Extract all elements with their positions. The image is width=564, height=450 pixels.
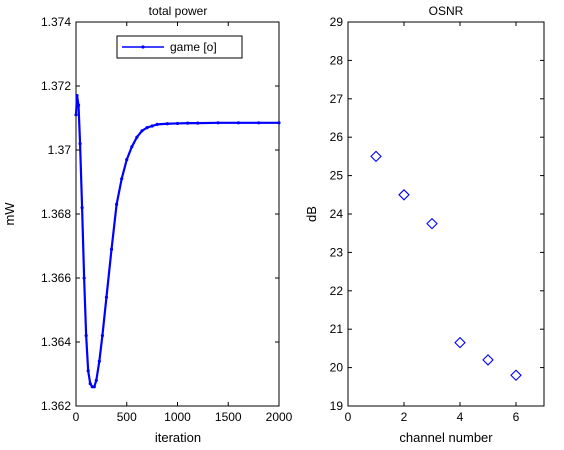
- total-power-data-point: [130, 145, 134, 149]
- osnr-y-tick-label: 25: [330, 169, 344, 183]
- osnr-data-point: [370, 150, 382, 163]
- osnr-x-ticks: 0 2 4 6: [345, 22, 520, 424]
- total-power-data-point: [120, 177, 124, 181]
- total-power-data-point: [186, 121, 190, 125]
- total-power-series: [74, 94, 281, 389]
- osnr-y-tick-label: 20: [330, 361, 344, 375]
- total-power-x-tick-label: 1000: [164, 410, 191, 424]
- osnr-data-point: [426, 217, 438, 230]
- osnr-y-tick-label: 22: [330, 284, 344, 298]
- total-power-y-tick-label: 1.372: [41, 79, 71, 93]
- total-power-data-point: [86, 369, 90, 373]
- total-power-data-point: [88, 382, 92, 386]
- total-power-legend: game [o]: [116, 35, 243, 59]
- total-power-x-tick-label: 2000: [266, 410, 293, 424]
- total-power-y-tick-label: 1.374: [41, 15, 71, 29]
- total-power-y-tick-label: 1.364: [41, 335, 71, 349]
- total-power-data-point: [94, 378, 98, 382]
- total-power-y-ticks: 1.362 1.364 1.366 1.368 1.37 1.372 1.374: [41, 15, 279, 413]
- total-power-data-point: [140, 129, 144, 133]
- osnr-y-tick-label: 28: [330, 53, 344, 67]
- total-power-x-tick-label: 0: [73, 410, 80, 424]
- osnr-data-point: [454, 336, 466, 349]
- legend-box: [116, 35, 243, 59]
- total-power-data-point: [82, 276, 86, 280]
- total-power-data-point: [135, 135, 139, 139]
- total-power-x-tick-label: 500: [117, 410, 137, 424]
- osnr-x-tick-label: 6: [513, 410, 520, 424]
- total-power-y-tick-label: 1.366: [41, 271, 71, 285]
- total-power-data-point: [76, 103, 81, 107]
- total-power-data-point: [80, 206, 84, 210]
- osnr-y-tick-label: 29: [330, 15, 344, 29]
- total-power-data-point: [277, 121, 281, 125]
- total-power-y-tick-label: 1.362: [41, 399, 71, 413]
- osnr-x-tick-label: 2: [401, 410, 408, 424]
- total-power-data-point: [257, 121, 261, 125]
- total-power-data-point: [104, 295, 109, 299]
- osnr-y-tick-label: 19: [330, 399, 344, 413]
- total-power-data-point: [175, 121, 180, 126]
- osnr-x-tick-label: 0: [345, 410, 352, 424]
- total-power-y-axis-label: mW: [2, 202, 17, 226]
- osnr-y-tick-label: 24: [330, 207, 344, 221]
- total-power-x-axis-label: iteration: [155, 430, 201, 445]
- osnr-x-axis-label: channel number: [399, 430, 493, 445]
- total-power-data-point: [165, 122, 169, 126]
- total-power-data-point: [100, 334, 104, 338]
- total-power-data-point: [74, 113, 78, 117]
- total-power-y-tick-label: 1.368: [41, 207, 71, 221]
- osnr-y-tick-label: 27: [330, 92, 344, 106]
- osnr-title: OSNR: [429, 4, 464, 18]
- osnr-data-point: [482, 354, 494, 366]
- total-power-chart: total power 0 500 1000 1500 2000 1.3621.3641…: [2, 4, 293, 445]
- osnr-x-tick-label: 4: [457, 410, 464, 424]
- total-power-data-point: [236, 121, 240, 125]
- total-power-data-point: [84, 334, 88, 338]
- osnr-y-tick-label: 23: [330, 245, 344, 259]
- total-power-data-point: [109, 247, 114, 251]
- total-power-data-point: [75, 94, 79, 98]
- total-power-data-point: [115, 202, 119, 206]
- total-power-title: total power: [149, 4, 208, 18]
- total-power-data-point: [216, 121, 220, 125]
- osnr-y-tick-label: 26: [330, 130, 344, 144]
- total-power-data-point: [196, 121, 200, 125]
- osnr-y-ticks: 19 20 21 22 23 24 25 26 27 28 29: [330, 15, 544, 413]
- total-power-plot-area: [75, 21, 280, 407]
- total-power-data-point: [125, 158, 129, 162]
- total-power-data-point: [97, 359, 101, 363]
- total-power-data-point: [92, 385, 96, 389]
- total-power-data-point: [145, 126, 149, 130]
- total-power-data-point: [150, 124, 154, 128]
- osnr-series: [370, 150, 522, 382]
- osnr-data-point: [510, 369, 522, 382]
- total-power-x-ticks: 0 500 1000 1500 2000: [73, 22, 293, 424]
- legend-entry-game: game [o]: [170, 40, 217, 54]
- legend-marker-sample: [141, 45, 145, 49]
- osnr-y-axis-label: dB: [304, 206, 319, 222]
- total-power-y-tick-label: 1.37: [48, 143, 72, 157]
- total-power-data-point: [78, 142, 82, 146]
- total-power-data-point: [155, 122, 159, 126]
- total-power-series-line: [74, 94, 279, 388]
- osnr-data-point: [398, 189, 410, 201]
- osnr-y-tick-label: 21: [330, 322, 344, 336]
- osnr-plot-area: [347, 21, 545, 407]
- total-power-x-tick-label: 1500: [215, 410, 242, 424]
